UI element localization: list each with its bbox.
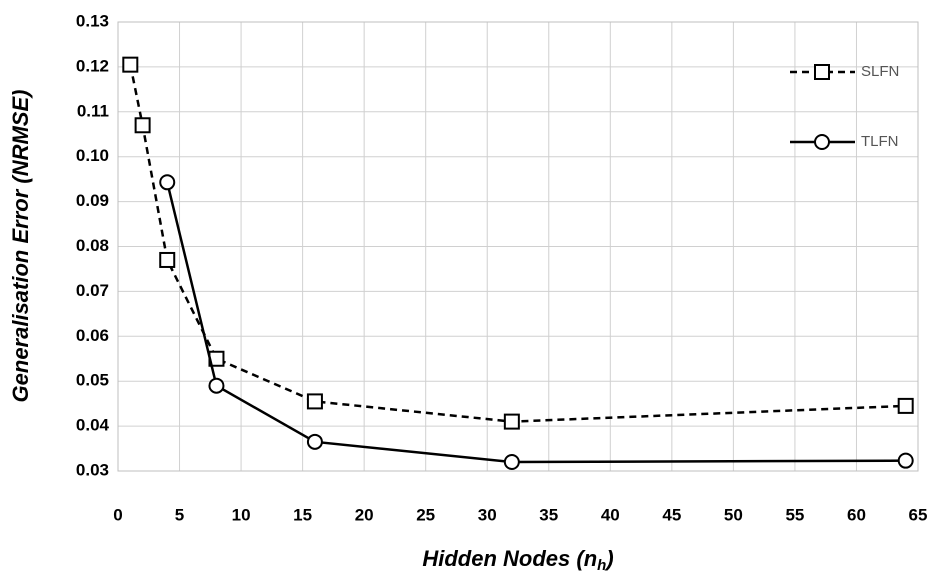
marker <box>503 413 520 430</box>
x-tick-label: 60 <box>847 505 866 524</box>
y-tick-label: 0.07 <box>76 281 109 300</box>
x-tick-label: 0 <box>113 505 122 524</box>
x-tick-label: 25 <box>416 505 435 524</box>
legend-marker <box>814 134 830 150</box>
legend-label: SLFN <box>861 63 899 80</box>
x-tick-label: 20 <box>355 505 374 524</box>
plot-frame <box>117 21 919 472</box>
x-tick-label: 55 <box>785 505 804 524</box>
marker <box>159 251 176 268</box>
y-axis-title: Generalisation Error (NRMSE) <box>8 90 33 403</box>
x-tick-label: 45 <box>662 505 681 524</box>
legend-label: TLFN <box>861 133 899 150</box>
x-tick-label: 40 <box>601 505 620 524</box>
x-axis-title: Hidden Nodes (nh) <box>422 546 613 574</box>
marker <box>897 397 914 414</box>
x-axis-title-end: ) <box>604 546 613 571</box>
marker <box>208 377 225 394</box>
y-tick-label: 0.03 <box>76 460 109 479</box>
marker <box>503 454 520 471</box>
x-tick-label: 65 <box>909 505 928 524</box>
x-axis-title-text: Hidden Nodes (n <box>422 546 597 571</box>
x-tick-label: 30 <box>478 505 497 524</box>
y-tick-label: 0.10 <box>76 146 109 165</box>
marker <box>306 393 323 410</box>
x-tick-label: 10 <box>232 505 251 524</box>
y-tick-label: 0.12 <box>76 56 109 75</box>
series-line <box>129 64 906 423</box>
y-tick-label: 0.04 <box>76 416 110 435</box>
x-axis-title-subscript: h <box>597 557 606 574</box>
legend-marker <box>814 64 830 80</box>
y-tick-label: 0.13 <box>76 11 109 30</box>
marker <box>897 452 914 469</box>
marker <box>122 56 139 73</box>
marker <box>159 174 176 191</box>
x-tick-label: 35 <box>539 505 558 524</box>
y-tick-label: 0.09 <box>76 191 109 210</box>
x-tick-label: 50 <box>724 505 743 524</box>
x-tick-label: 15 <box>293 505 312 524</box>
x-tick-label: 5 <box>175 505 184 524</box>
y-tick-label: 0.05 <box>76 371 109 390</box>
marker <box>134 117 151 134</box>
y-tick-label: 0.08 <box>76 236 109 255</box>
marker <box>306 433 323 450</box>
y-tick-label: 0.06 <box>76 326 109 345</box>
y-tick-label: 0.11 <box>77 101 109 120</box>
